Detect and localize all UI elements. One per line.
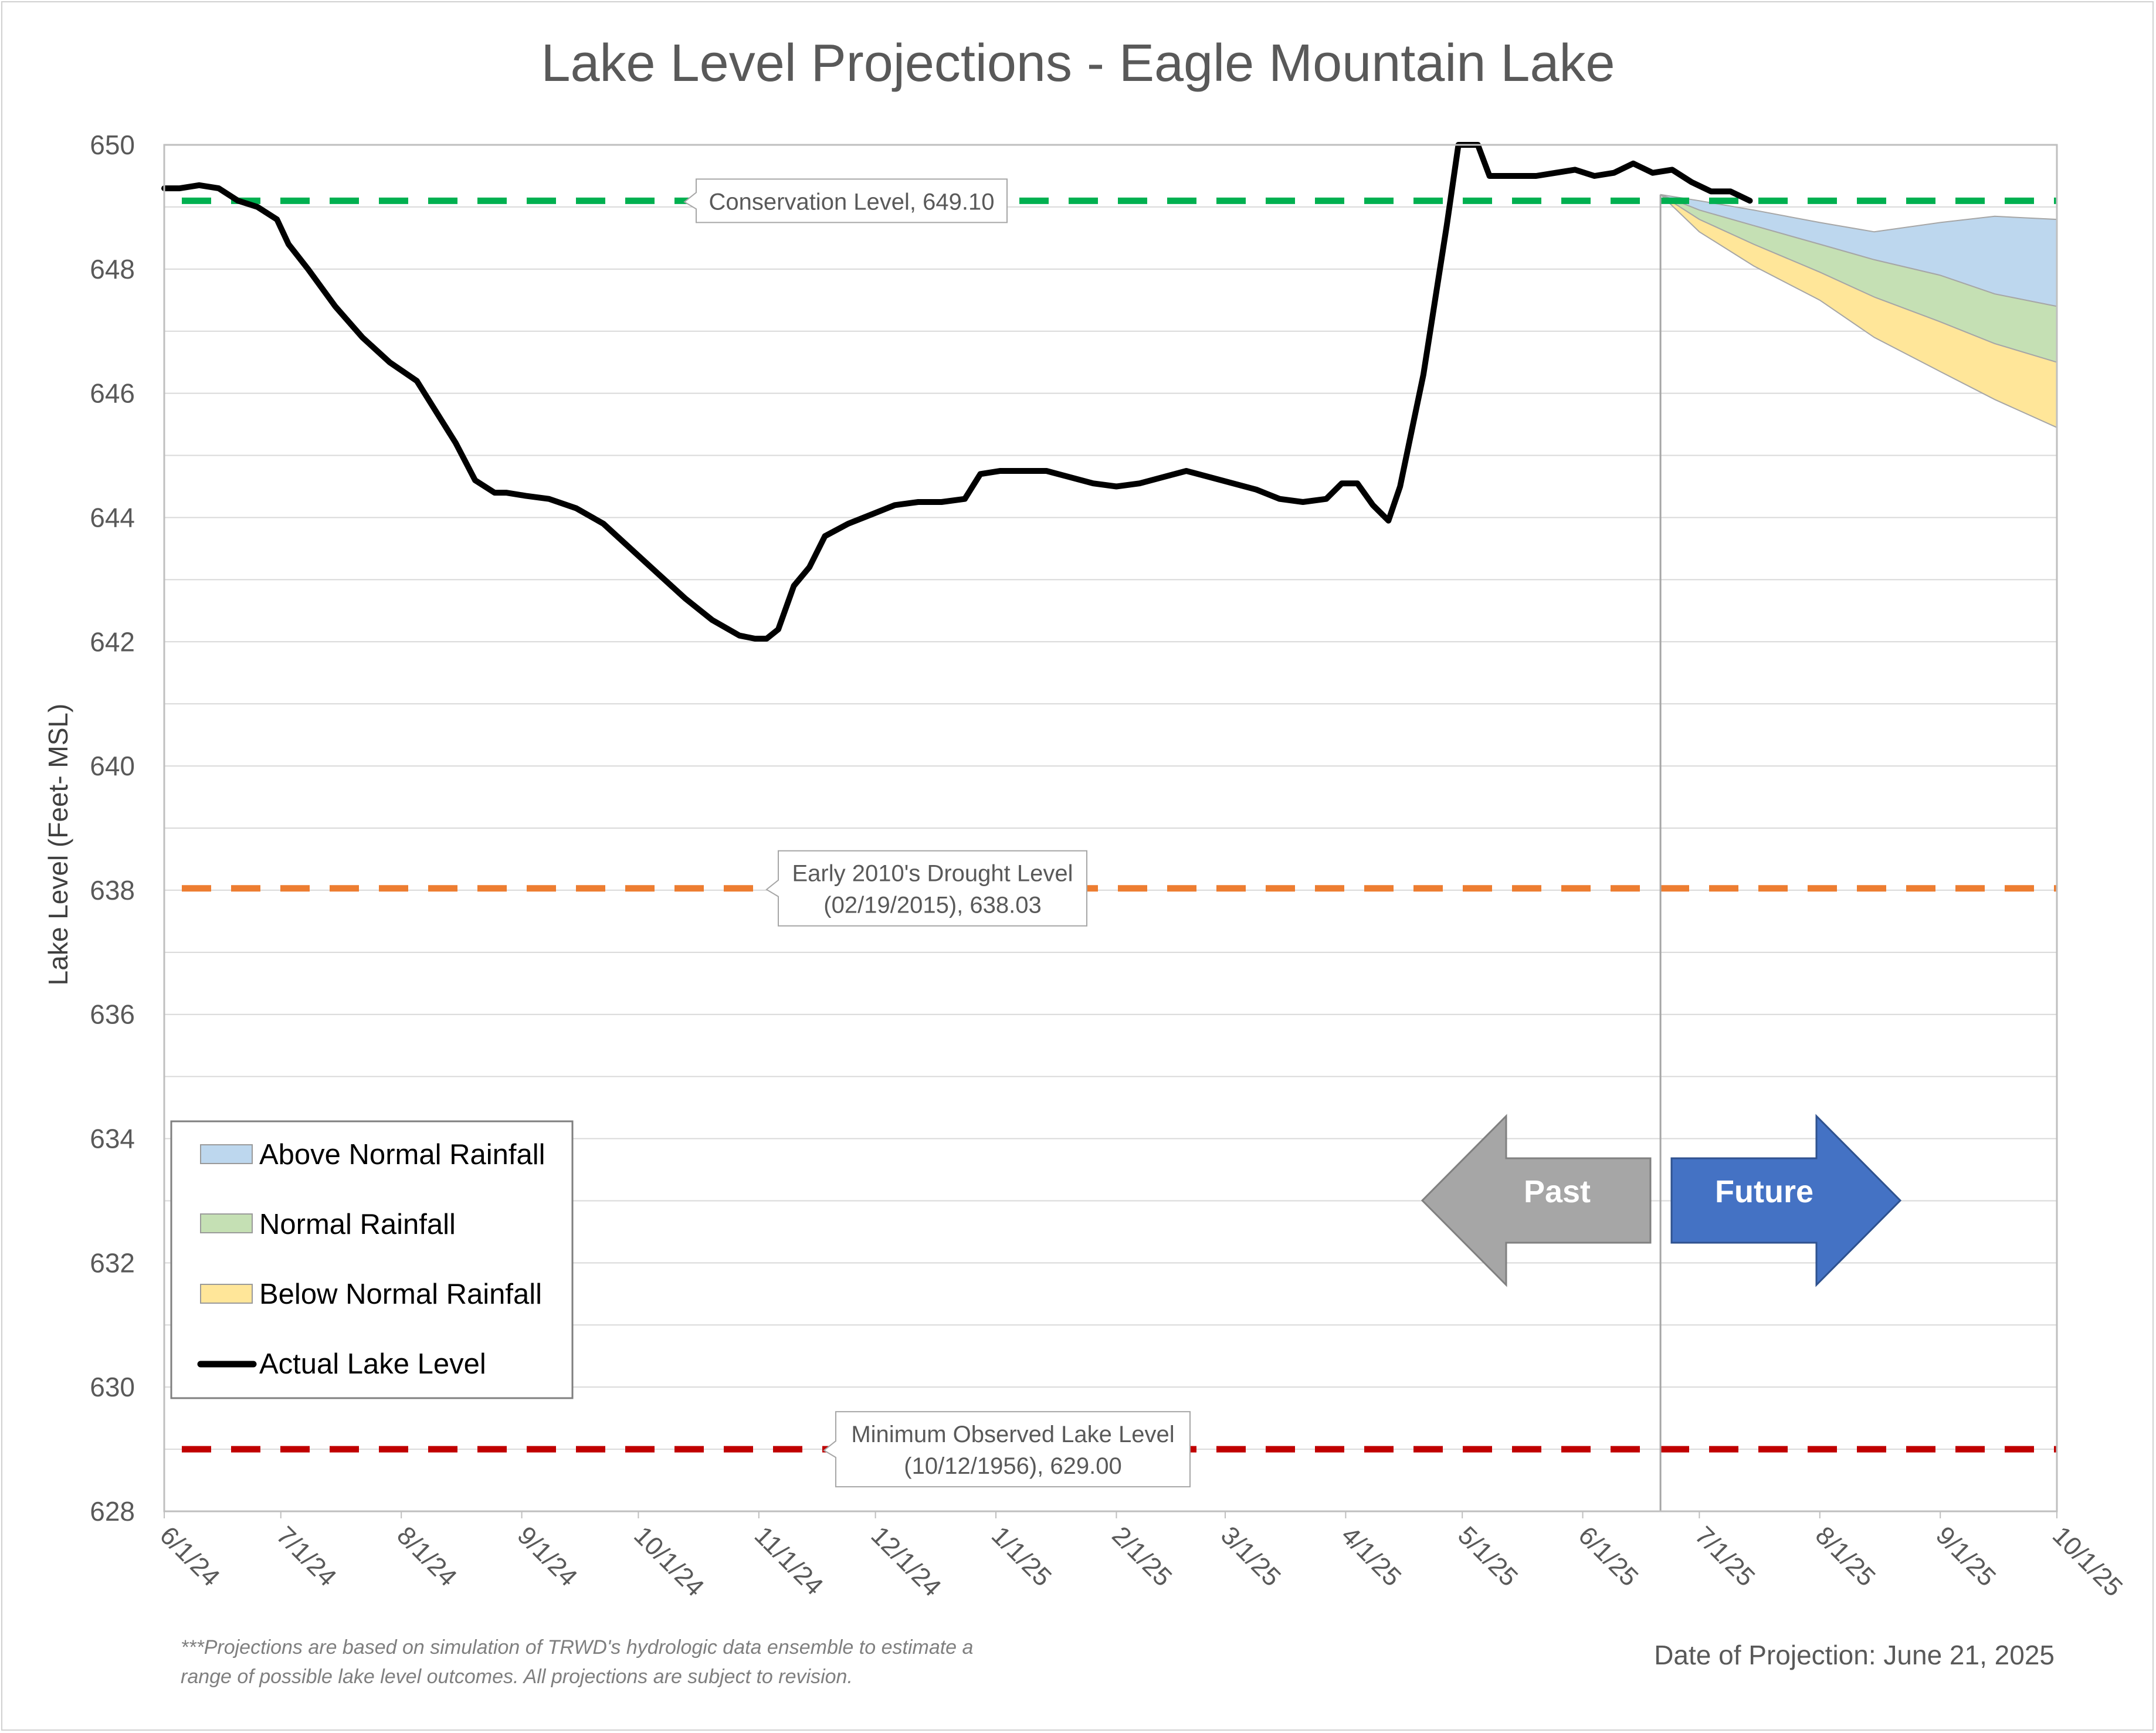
x-tick-label: 10/1/25 <box>2047 1521 2128 1602</box>
x-tick-label: 10/1/24 <box>628 1521 709 1602</box>
x-tick-label: 9/1/25 <box>1930 1521 2001 1592</box>
legend-label-below-normal: Below Normal Rainfall <box>259 1278 542 1310</box>
x-tick-label: 8/1/24 <box>391 1521 462 1592</box>
actual-lake-level-series <box>161 142 1753 642</box>
past-arrow-shape <box>1421 1114 1652 1287</box>
past-arrow: Past <box>1421 1114 1652 1287</box>
legend-box <box>170 1120 574 1399</box>
x-tick-label: 6/1/25 <box>1573 1521 1644 1592</box>
x-tick-label: 9/1/24 <box>512 1521 583 1592</box>
future-arrow-label: Future <box>1715 1174 1813 1209</box>
y-tick-label: 638 <box>90 875 135 905</box>
callout-text: (02/19/2015), 638.03 <box>823 893 1041 918</box>
callout-text: (10/12/1956), 629.00 <box>904 1453 1121 1479</box>
plot-area-border <box>163 144 2058 1512</box>
x-tick-label: 3/1/25 <box>1215 1521 1286 1592</box>
callout-text: Conservation Level, 649.10 <box>709 189 995 215</box>
legend-label-normal: Normal Rainfall <box>259 1209 456 1240</box>
legend-swatch-below-normal <box>200 1284 253 1304</box>
reference-lines <box>164 197 2057 1453</box>
x-tick-label: 4/1/25 <box>1335 1521 1406 1592</box>
x-tick-label: 2/1/25 <box>1106 1521 1177 1592</box>
projection-areas <box>1660 194 2057 429</box>
minimum-level-callout: Minimum Observed Lake Level (10/12/1956),… <box>823 1411 1191 1488</box>
y-tick-label: 628 <box>90 1496 135 1527</box>
y-axis-label: Lake Level (Feet- MSL) <box>43 704 73 986</box>
footnote-line-2: range of possible lake level outcomes. A… <box>181 1666 853 1688</box>
callout-box <box>823 1411 1191 1488</box>
future-arrow-shape <box>1670 1114 1902 1287</box>
x-tick-label: 7/1/25 <box>1689 1521 1760 1592</box>
conservation-level-callout: Conservation Level, 649.10 <box>683 178 1008 223</box>
y-tick-label: 630 <box>90 1372 135 1402</box>
date-of-projection: Date of Projection: June 21, 2025 <box>1654 1640 2055 1670</box>
legend-label-above-normal: Above Normal Rainfall <box>259 1139 545 1171</box>
chart-title: Lake Level Projections - Eagle Mountain … <box>541 34 1615 93</box>
y-tick-label: 650 <box>90 130 135 160</box>
callout-box <box>683 178 1008 223</box>
x-tick-label: 8/1/25 <box>1810 1521 1881 1592</box>
y-tick-label: 640 <box>90 751 135 781</box>
callout-text: Early 2010's Drought Level <box>792 861 1073 887</box>
y-tick-label: 636 <box>90 999 135 1030</box>
x-tick-label: 7/1/24 <box>271 1521 342 1592</box>
y-tick-label: 634 <box>90 1124 135 1154</box>
past-arrow-label: Past <box>1524 1174 1591 1209</box>
actual-lake-level-line <box>161 142 1753 642</box>
legend-swatch-normal <box>200 1213 253 1233</box>
y-tick-label: 644 <box>90 502 135 533</box>
legend-label-actual: Actual Lake Level <box>259 1348 486 1380</box>
grid <box>164 144 2057 1512</box>
x-tick-label: 6/1/24 <box>154 1521 225 1592</box>
x-tick-label: 1/1/25 <box>986 1521 1057 1592</box>
x-tick-label: 5/1/25 <box>1452 1521 1523 1592</box>
y-tick-label: 632 <box>90 1247 135 1278</box>
y-tick-label: 646 <box>90 378 135 409</box>
callout-box <box>765 850 1087 927</box>
y-tick-label: 648 <box>90 254 135 284</box>
callout-text: Minimum Observed Lake Level <box>851 1422 1174 1447</box>
x-tick-label: 11/1/24 <box>749 1521 829 1600</box>
x-tick-label: 12/1/24 <box>866 1521 947 1602</box>
footnote-line-1: ***Projections are based on simulation o… <box>181 1636 973 1659</box>
future-arrow: Future <box>1670 1114 1902 1287</box>
drought-level-callout: Early 2010's Drought Level (02/19/2015), … <box>765 850 1087 927</box>
legend-swatch-above-normal <box>200 1144 253 1164</box>
reference-callouts: Conservation Level, 649.10 Early 2010's D… <box>683 178 1191 1488</box>
legend: Above Normal Rainfall Normal Rainfall Be… <box>170 1120 574 1399</box>
y-tick-label: 642 <box>90 626 135 657</box>
